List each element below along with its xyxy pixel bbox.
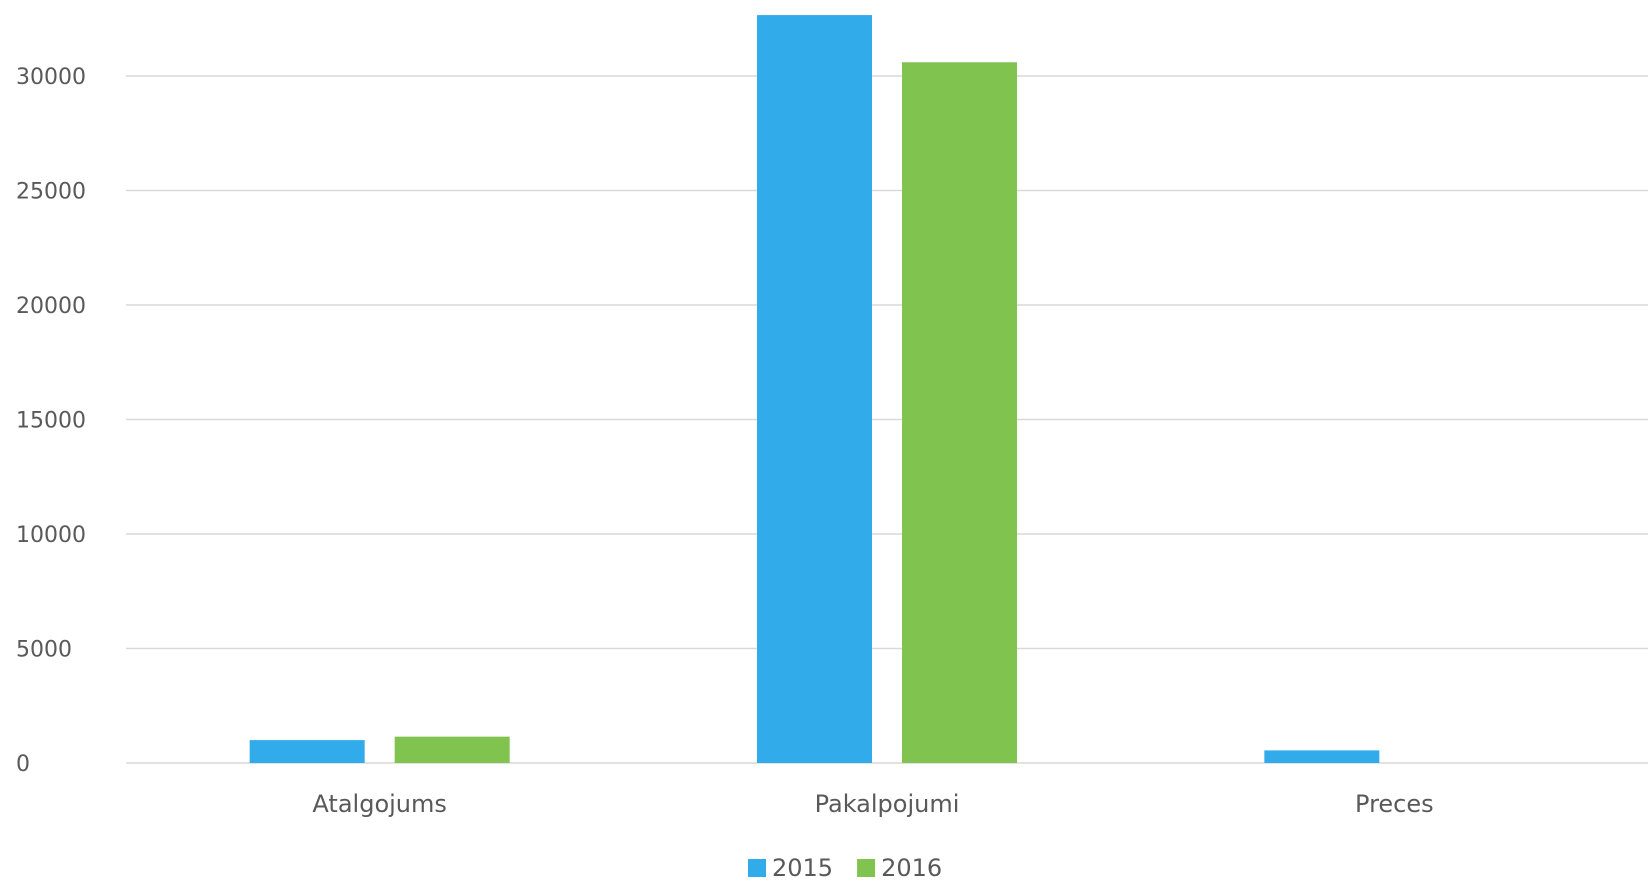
x-tick-label: Pakalpojumi (815, 790, 960, 818)
y-tick-label: 30000 (16, 65, 86, 90)
y-tick-label: 25000 (16, 180, 86, 205)
y-tick-label: 5000 (16, 638, 72, 663)
bar (1264, 750, 1380, 763)
legend-swatch (748, 859, 766, 877)
legend-label: 2015 (772, 854, 833, 882)
bar (902, 62, 1017, 763)
bar (249, 740, 365, 763)
bar (757, 15, 872, 764)
y-tick-label: 0 (16, 752, 30, 777)
y-tick-label: 15000 (16, 409, 86, 434)
x-tick-label: Atalgojums (312, 790, 446, 818)
x-tick-label: Preces (1355, 790, 1434, 818)
legend-label: 2016 (881, 854, 942, 882)
legend-swatch (857, 859, 876, 877)
bar (394, 736, 510, 763)
y-tick-label: 20000 (16, 294, 86, 319)
y-tick-label: 10000 (16, 523, 86, 548)
